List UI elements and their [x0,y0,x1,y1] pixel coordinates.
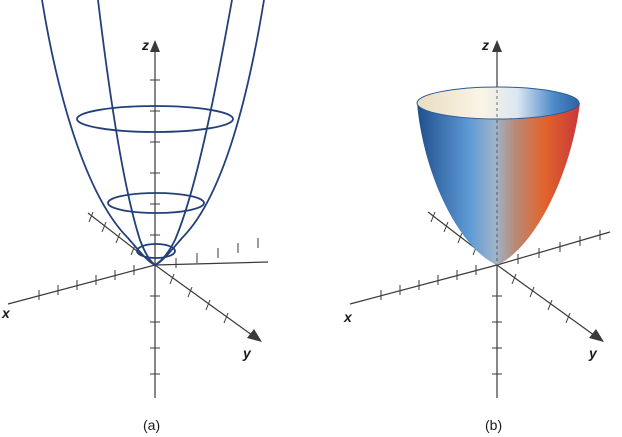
paraboloid-wireframe [41,0,265,266]
level-curve-middle [107,192,205,214]
x-axis-line-b [349,264,498,305]
paraboloid-surface [416,48,580,265]
y-axis-label-a: y [242,345,252,361]
ticks-a [38,79,259,375]
x-axis-label-b: x [343,309,353,325]
x-axis-line-a [7,264,156,305]
z-axis-label-b: z [481,37,489,53]
axes-a [7,40,269,398]
panel-a: z x y (a) [1,0,269,433]
ticks-b [380,211,601,375]
y-axis-front-a [154,264,257,339]
panel-label-a: (a) [143,417,160,433]
y-arrowhead-b [589,329,604,342]
z-axis-label-a: z [141,37,149,53]
surface-rim [416,86,580,120]
panel-label-b: (b) [485,417,502,433]
z-arrowhead-a [150,40,160,52]
surface-body [417,103,580,265]
level-curve-top [76,105,234,133]
y-axis-label-b: y [588,345,598,361]
level-curve-bottom [136,243,176,259]
y-arrowhead-a [247,329,262,342]
y-axis-line-a [154,261,269,266]
y-axis-front-b [496,264,599,339]
y-axis-line-b [496,231,611,266]
z-arrowhead-b [492,40,502,52]
x-axis-label-a: x [1,305,11,321]
panel-b: z x y (b) [343,37,611,433]
